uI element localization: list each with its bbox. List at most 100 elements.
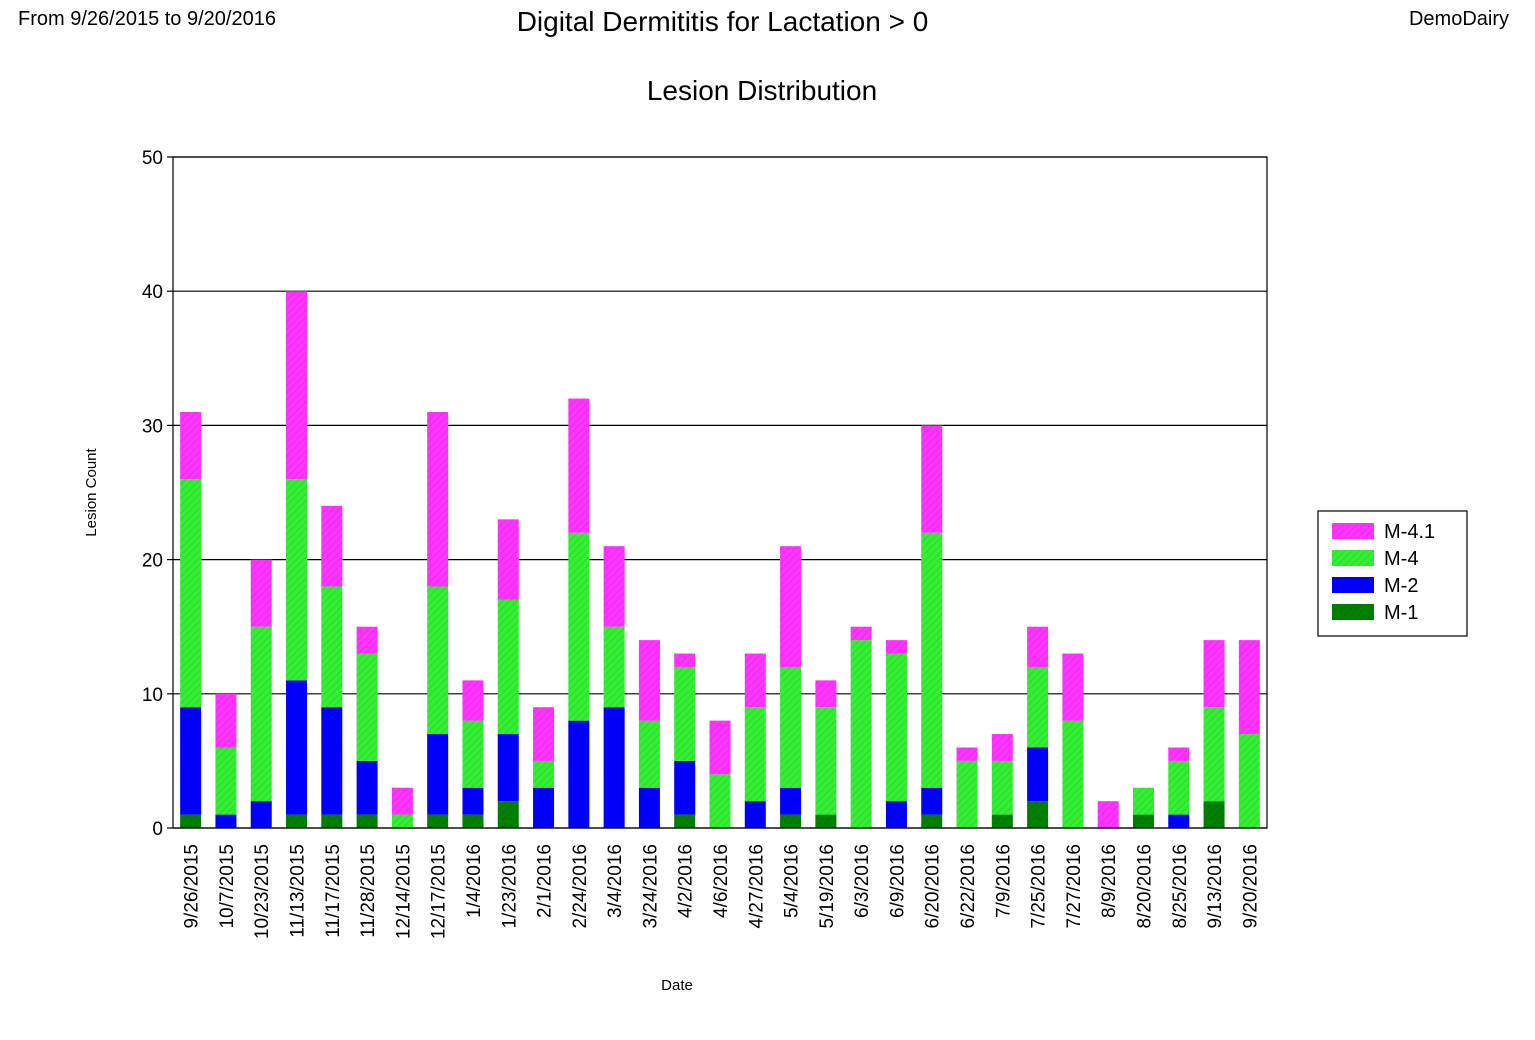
bar-hatch: [780, 546, 802, 667]
x-tick-label: 12/17/2015: [429, 844, 450, 939]
bar-hatch: [568, 532, 590, 721]
x-tick-label: 5/19/2016: [817, 844, 838, 929]
bar-hatch: [391, 814, 413, 828]
bar-hatch: [462, 787, 484, 815]
bar-hatch: [780, 666, 802, 788]
bar-hatch: [674, 814, 696, 828]
bar-hatch: [780, 814, 802, 828]
bar-hatch: [356, 653, 378, 761]
x-tick-label: 8/25/2016: [1170, 844, 1191, 929]
legend-swatch-hatch: [1332, 523, 1374, 539]
bar-hatch: [744, 707, 766, 802]
bar-hatch: [991, 814, 1013, 828]
y-axis-label: Lesion Count: [83, 447, 100, 536]
x-tick-label: 6/20/2016: [923, 844, 944, 929]
x-tick-label: 12/14/2015: [393, 844, 414, 939]
bar-hatch: [921, 787, 943, 815]
x-tick-label: 9/26/2015: [182, 844, 203, 929]
bar-hatch: [215, 747, 237, 815]
bar-hatch: [533, 787, 555, 828]
legend-swatch-hatch: [1332, 604, 1374, 620]
bar-hatch: [533, 760, 555, 788]
bar-hatch: [533, 707, 555, 761]
bar-hatch: [709, 774, 731, 828]
plot-frame: [172, 156, 1268, 829]
dairy-name: DemoDairy: [1408, 8, 1509, 30]
bar-hatch: [1132, 814, 1154, 828]
bar-hatch: [744, 653, 766, 708]
bar-hatch: [674, 760, 696, 815]
y-tick-label: 30: [142, 416, 163, 437]
y-tick-label: 50: [142, 148, 163, 169]
bar-hatch: [427, 411, 449, 587]
bar-hatch: [1097, 801, 1119, 828]
bars: [180, 291, 1260, 828]
bar-hatch: [638, 720, 660, 788]
bar-hatch: [603, 707, 625, 828]
x-tick-label: 10/7/2015: [217, 844, 238, 929]
x-tick-label: 3/4/2016: [605, 844, 626, 918]
x-tick-label: 9/20/2016: [1240, 844, 1261, 929]
bar-hatch: [815, 680, 837, 708]
x-tick-label: 4/27/2016: [746, 844, 767, 929]
x-tick-label: 1/23/2016: [499, 844, 520, 929]
legend: M-4.1 M-4 M-2 M-1: [1317, 510, 1468, 637]
x-tick-label: 11/17/2015: [323, 844, 344, 938]
legend-label: M-1: [1384, 602, 1418, 624]
bar-hatch: [321, 814, 343, 828]
legend-swatch-hatch: [1332, 577, 1374, 593]
y-axis-ticks: 0 10 20 30 40 50: [142, 148, 173, 840]
bar-hatch: [427, 814, 449, 828]
bar-hatch: [956, 747, 978, 761]
bar-hatch: [744, 801, 766, 828]
bar-hatch: [180, 814, 202, 828]
bar-hatch: [286, 291, 308, 480]
bar-hatch: [356, 814, 378, 828]
bar-hatch: [321, 707, 343, 815]
x-tick-label: 5/4/2016: [782, 844, 803, 918]
x-tick-label: 1/4/2016: [464, 844, 485, 918]
bar-hatch: [1203, 801, 1225, 828]
date-range: From 9/26/2015 to 9/20/2016: [18, 8, 276, 30]
bar-hatch: [1238, 640, 1260, 735]
x-axis-label: Date: [661, 977, 693, 994]
x-tick-label: 11/13/2015: [288, 844, 309, 938]
bar-hatch: [391, 787, 413, 815]
bar-hatch: [885, 653, 907, 802]
bar-hatch: [286, 479, 308, 681]
x-tick-label: 6/22/2016: [958, 844, 979, 929]
bar-hatch: [1027, 666, 1049, 748]
bar-hatch: [674, 653, 696, 667]
bar-hatch: [1062, 653, 1084, 721]
bar-hatch: [991, 760, 1013, 815]
x-tick-label: 8/9/2016: [1099, 844, 1120, 918]
bar-hatch: [956, 760, 978, 828]
bar-hatch: [638, 787, 660, 828]
bar-hatch: [215, 814, 237, 828]
report-title: Digital Dermititis for Lactation > 0: [516, 6, 929, 37]
bar-hatch: [462, 680, 484, 721]
chart-title: Lesion Distribution: [647, 75, 877, 106]
legend-swatch-hatch: [1332, 550, 1374, 566]
bar-hatch: [356, 626, 378, 654]
bar-hatch: [568, 720, 590, 828]
x-tick-label: 2/24/2016: [570, 844, 591, 929]
x-tick-label: 7/25/2016: [1029, 844, 1050, 929]
x-tick-label: 2/1/2016: [535, 844, 556, 918]
bar-hatch: [250, 801, 272, 828]
legend-label: M-4: [1384, 548, 1418, 570]
bar-hatch: [286, 814, 308, 828]
bar-hatch: [462, 814, 484, 828]
bar-hatch: [321, 586, 343, 708]
bar-hatch: [815, 707, 837, 815]
x-tick-label: 7/9/2016: [993, 844, 1014, 918]
bar-hatch: [1168, 760, 1190, 815]
bar-hatch: [286, 680, 308, 815]
x-tick-label: 6/9/2016: [887, 844, 908, 918]
bar-hatch: [603, 626, 625, 708]
bar-hatch: [850, 626, 872, 641]
bar-hatch: [1027, 801, 1049, 828]
bar-hatch: [462, 720, 484, 788]
y-tick-label: 10: [142, 685, 163, 706]
